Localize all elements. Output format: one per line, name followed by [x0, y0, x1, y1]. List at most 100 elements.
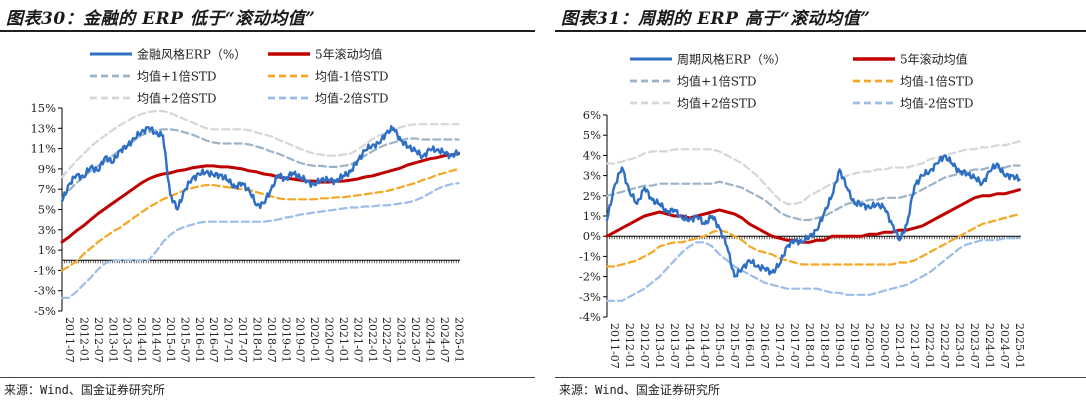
fig30-x-tick-label: 2024-01 [424, 317, 437, 363]
fig31-y-tick-label: -2% [579, 270, 601, 284]
fig31-x-tick-label: 2015-07 [728, 323, 741, 369]
fig31-x-tick-label: 2012-07 [638, 323, 651, 369]
fig31-series-line-1 [605, 188, 1021, 244]
fig31-y-tick-label: 0% [583, 229, 601, 243]
fig30-x-tick-label: 2023-07 [409, 317, 422, 363]
fig30-x-tick-label: 2015-01 [164, 317, 177, 363]
fig31-x-tick-label: 2017-01 [773, 323, 786, 369]
fig31-x-tick-label: 2018-01 [803, 323, 816, 369]
fig30-series-line-2 [60, 128, 460, 200]
fig30-series-line-3 [60, 167, 460, 272]
fig30-y-tick-label: -1% [34, 263, 56, 277]
fig30-x-tick-label: 2012-07 [92, 317, 105, 363]
fig30-x-tick-label: 2015-07 [178, 317, 191, 363]
fig30-x-tick-label: 2017-01 [222, 317, 235, 363]
fig30-x-tick-label: 2020-07 [323, 317, 336, 363]
fig31-x-tick-label: 2023-01 [953, 323, 966, 369]
fig30-x-tick-label: 2014-07 [150, 317, 163, 363]
fig31-series-line-4 [605, 140, 1021, 205]
fig30-x-tick-label: 2021-07 [351, 317, 364, 363]
fig31-legend-label-3: 均值-1倍STD [900, 74, 974, 89]
figure-31-source-rule [555, 377, 1086, 378]
fig31-y-tick-label: 5% [583, 128, 601, 142]
fig31-x-tick-label: 2016-01 [743, 323, 756, 369]
fig30-legend-label-4: 均值+2倍STD [137, 91, 217, 106]
fig31-series-line-5 [605, 237, 1021, 302]
fig30-y-tick-label: -3% [34, 284, 56, 298]
fig31-y-tick-label: 4% [583, 148, 601, 162]
fig31-x-tick-label: 2011-07 [608, 323, 621, 369]
fig31-y-tick-label: 6% [583, 108, 601, 122]
fig31-x-tick-label: 2024-07 [998, 323, 1011, 369]
fig30-y-tick-label: 15% [30, 101, 56, 115]
fig30-x-tick-label: 2024-07 [438, 317, 451, 363]
fig31-x-tick-label: 2018-07 [818, 323, 831, 369]
fig30-x-tick-label: 2020-01 [308, 317, 321, 363]
fig30-x-tick-label: 2014-01 [135, 317, 148, 363]
fig31-y-tick-label: 2% [583, 189, 601, 203]
fig31-series-line-0 [605, 154, 1021, 278]
fig31-x-tick-label: 2022-01 [923, 323, 936, 369]
figure-31-panel: 图表31：周期的 ERP 高于“滚动均值” 周期风格ERP（%） 5年滚动均值 均值… [555, 0, 1086, 402]
fig31-legend-label-1: 5年滚动均值 [900, 52, 968, 67]
fig31-x-tick-label: 2013-01 [653, 323, 666, 369]
figure-31-source: 来源：Wind、国金证券研究所 [559, 383, 720, 397]
fig30-legend-label-0: 金融风格ERP（%） [137, 47, 246, 62]
figure-31-title: 图表31：周期的 ERP 高于“滚动均值” [561, 9, 871, 29]
fig30-x-tick-label: 2019-07 [294, 317, 307, 363]
fig30-x-tick-label: 2021-01 [337, 317, 350, 363]
fig30-legend-label-2: 均值+1倍STD [137, 69, 217, 84]
fig30-legend-label-3: 均值-1倍STD [315, 69, 389, 84]
fig30-y-tick-label: 11% [30, 142, 56, 156]
fig30-series-line-1 [60, 152, 461, 244]
fig30-x-tick-label: 2016-01 [193, 317, 206, 363]
fig30-x-tick-label: 2019-01 [279, 317, 292, 363]
fig31-legend-label-4: 均值+2倍STD [677, 96, 757, 111]
figure-31-title-rule [555, 30, 1086, 32]
fig30-x-tick-label: 2017-07 [236, 317, 249, 363]
fig31-legend-label-2: 均值+1倍STD [677, 74, 757, 89]
fig30-legend-label-1: 5年滚动均值 [315, 47, 383, 62]
fig30-y-tick-label: -5% [34, 304, 56, 318]
fig30-y-tick-label: 5% [38, 203, 56, 217]
fig31-legend-label-5: 均值-2倍STD [900, 96, 974, 111]
fig31-x-tick-label: 2025-01 [1013, 323, 1026, 369]
fig30-x-tick-label: 2018-07 [265, 317, 278, 363]
fig31-series-line-2 [605, 164, 1021, 222]
fig31-x-tick-label: 2021-07 [908, 323, 921, 369]
figure-30-source-rule [0, 377, 535, 378]
fig30-y-tick-label: 9% [38, 162, 56, 176]
fig31-x-tick-label: 2014-07 [698, 323, 711, 369]
fig31-x-tick-label: 2015-01 [713, 323, 726, 369]
fig31-x-tick-label: 2017-07 [788, 323, 801, 369]
fig31-x-tick-label: 2023-07 [968, 323, 981, 369]
fig30-series-line-0 [60, 125, 460, 211]
fig31-y-tick-label: -4% [579, 310, 601, 324]
fig31-x-tick-label: 2016-07 [758, 323, 771, 369]
fig30-x-tick-label: 2013-01 [106, 317, 119, 363]
fig30-x-tick-label: 2018-01 [250, 317, 263, 363]
fig31-x-tick-label: 2021-01 [893, 323, 906, 369]
fig30-x-tick-label: 2016-07 [207, 317, 220, 363]
fig31-y-tick-label: -1% [579, 249, 601, 263]
fig31-legend-label-0: 周期风格ERP（%） [677, 52, 786, 67]
figure-30-source: 来源：Wind、国金证券研究所 [4, 383, 165, 397]
fig30-x-tick-label: 2012-01 [77, 317, 90, 363]
fig31-y-tick-label: 3% [583, 169, 601, 183]
fig30-x-tick-label: 2022-01 [366, 317, 379, 363]
fig30-series-line-5 [60, 182, 460, 299]
fig31-x-tick-label: 2019-07 [848, 323, 861, 369]
fig31-x-tick-label: 2022-07 [938, 323, 951, 369]
fig30-y-tick-label: 13% [30, 121, 56, 135]
fig30-y-tick-label: 7% [38, 182, 56, 196]
fig30-y-tick-label: 3% [38, 223, 56, 237]
fig31-y-tick-label: 1% [583, 209, 601, 223]
fig31-x-tick-label: 2024-01 [983, 323, 996, 369]
figure-30-title-rule [0, 30, 535, 32]
fig30-x-tick-label: 2023-01 [395, 317, 408, 363]
figure-30-panel: 图表30：金融的 ERP 低于“滚动均值” 金融风格ERP（%） 5年滚动均值 均值… [0, 0, 535, 402]
fig31-x-tick-label: 2020-01 [863, 323, 876, 369]
fig31-x-tick-label: 2020-07 [878, 323, 891, 369]
